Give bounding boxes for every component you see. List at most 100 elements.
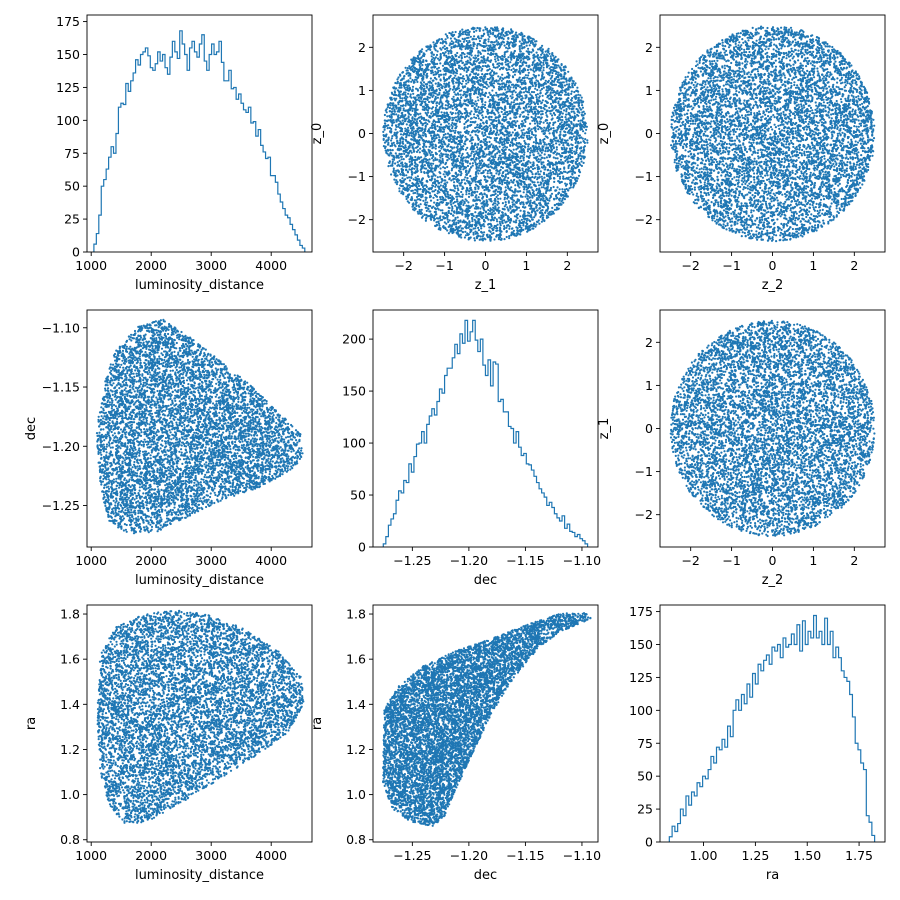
scatter-point (399, 104, 403, 107)
scatter-point (384, 145, 387, 148)
scatter-point (541, 179, 544, 182)
scatter-point (391, 149, 394, 152)
scatter-point (526, 175, 529, 178)
scatter-point (522, 224, 525, 227)
scatter-point (389, 96, 392, 99)
scatter-point (463, 92, 466, 96)
scatter-point (547, 47, 550, 50)
scatter-point (552, 54, 555, 57)
scatter-point (529, 214, 533, 217)
scatter-point (469, 62, 472, 65)
scatter-point (462, 75, 465, 78)
scatter-point (453, 37, 456, 40)
scatter-point (406, 184, 409, 188)
scatter-point (425, 145, 428, 148)
scatter-point (391, 124, 394, 127)
scatter-point (496, 152, 499, 155)
scatter-point (457, 189, 460, 192)
scatter-point (510, 58, 513, 61)
scatter-point (549, 189, 552, 192)
scatter-point (422, 89, 425, 92)
scatter-point (476, 108, 479, 111)
scatter-point (419, 86, 422, 89)
scatter-point (557, 58, 560, 61)
scatter-point (496, 177, 499, 180)
scatter-point (574, 141, 577, 144)
scatter-point (443, 221, 446, 224)
scatter-point (454, 112, 457, 115)
scatter-point (495, 94, 498, 97)
scatter-point (515, 170, 519, 173)
scatter-point (456, 45, 459, 48)
scatter-point (385, 111, 388, 114)
scatter-point (556, 152, 559, 155)
histogram-step-line (93, 30, 306, 252)
scatter-point (436, 62, 439, 65)
scatter-point (421, 48, 424, 51)
scatter-point (419, 188, 422, 191)
scatter-point (484, 61, 487, 64)
scatter-point (459, 76, 462, 80)
scatter-point (571, 97, 574, 100)
scatter-point (529, 103, 532, 106)
scatter-point (478, 39, 481, 43)
scatter-point (579, 94, 582, 97)
scatter-point (570, 138, 573, 141)
scatter-point (543, 126, 546, 129)
scatter-point (480, 159, 483, 162)
scatter-point (548, 165, 552, 169)
scatter-point (511, 131, 514, 134)
scatter-point (465, 131, 468, 135)
scatter-point (457, 56, 461, 59)
scatter-point (453, 60, 456, 63)
scatter-point (448, 219, 451, 222)
scatter-point (412, 142, 415, 145)
scatter-point (396, 89, 399, 92)
scatter-point (400, 158, 403, 161)
scatter-point (567, 70, 570, 73)
scatter-point (535, 137, 538, 141)
scatter-point (530, 204, 533, 207)
scatter-point (529, 41, 532, 45)
scatter-point (513, 49, 517, 53)
scatter-point (395, 113, 398, 116)
scatter-point (496, 200, 499, 203)
scatter-point (519, 86, 522, 89)
scatter-point (450, 158, 453, 161)
scatter-point (480, 59, 483, 62)
scatter-point (450, 169, 453, 172)
scatter-point (434, 137, 437, 140)
scatter-point (475, 102, 478, 105)
scatter-point (549, 112, 552, 115)
scatter-point (465, 39, 468, 43)
scatter-point (415, 105, 418, 109)
scatter-point (416, 76, 419, 80)
scatter-point (488, 35, 491, 38)
scatter-point (513, 55, 516, 58)
scatter-point (484, 138, 487, 141)
scatter-point (401, 177, 404, 180)
scatter-point (439, 184, 442, 187)
scatter-point (473, 113, 476, 116)
scatter-point (515, 144, 518, 147)
scatter-point (476, 190, 479, 193)
scatter-point (389, 148, 392, 151)
scatter-point (491, 106, 494, 109)
scatter-point (496, 185, 499, 188)
scatter-point (440, 181, 443, 184)
scatter-point (554, 101, 557, 104)
scatter-point (431, 122, 434, 125)
scatter-point (435, 115, 438, 118)
scatter-point (425, 49, 428, 52)
scatter-point (412, 92, 415, 95)
scatter-point (437, 120, 440, 123)
scatter-point (499, 233, 502, 237)
scatter-point (406, 176, 409, 179)
scatter-point (492, 45, 495, 49)
scatter-point (424, 219, 427, 222)
scatter-point (487, 163, 490, 166)
scatter-point (481, 65, 485, 68)
scatter-point (479, 118, 482, 121)
scatter-point (548, 172, 551, 175)
